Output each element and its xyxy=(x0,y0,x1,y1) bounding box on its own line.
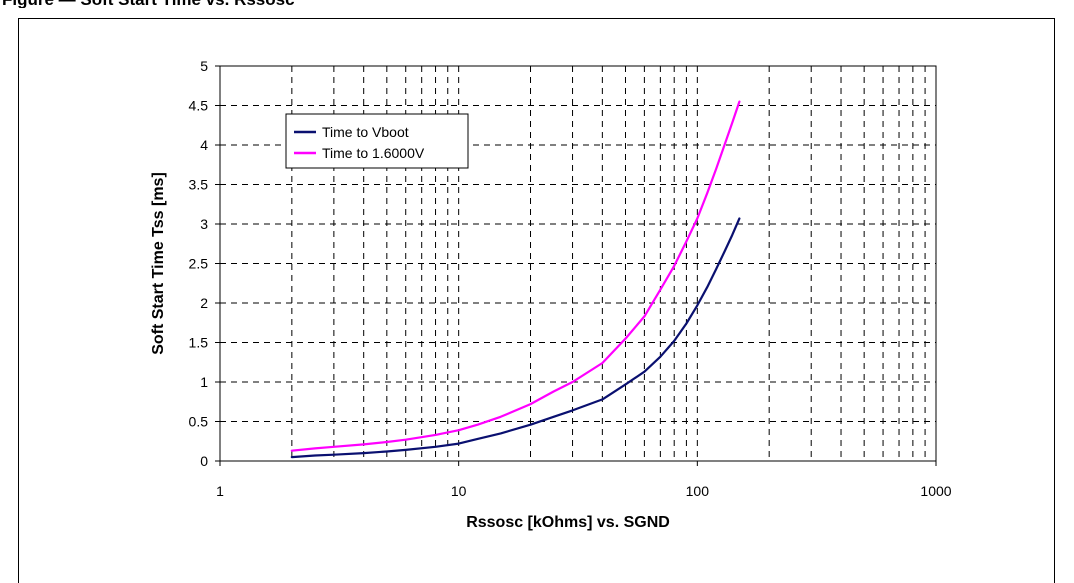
legend-label: Time to Vboot xyxy=(322,124,409,140)
grid xyxy=(220,66,936,461)
y-tick-labels: 0 0.5 1 1.5 2 2.5 3 3.5 4 4.5 5 xyxy=(189,58,220,469)
chart-frame xyxy=(18,18,1055,583)
y-tick-label: 2.5 xyxy=(189,256,209,272)
y-tick-label: 3.5 xyxy=(189,177,209,193)
y-tick-label: 2 xyxy=(200,295,208,311)
x-axis-title: Rssosc [kOhms] vs. SGND xyxy=(466,514,670,531)
series-line xyxy=(290,217,741,459)
x-tick-labels: 1 10 100 1000 xyxy=(216,461,952,499)
y-tick-label: 4 xyxy=(200,137,208,153)
y-tick-label: 0 xyxy=(200,453,208,469)
legend-label: Time to 1.6000V xyxy=(322,145,425,161)
x-tick-label: 10 xyxy=(451,483,467,499)
y-tick-label: 1 xyxy=(200,374,208,390)
y-tick-label: 0.5 xyxy=(189,414,209,430)
x-tick-label: 1000 xyxy=(920,483,951,499)
x-tick-label: 1 xyxy=(216,483,224,499)
y-axis-title: Soft Start Time Tss [ms] xyxy=(150,172,167,355)
series-line xyxy=(290,100,741,452)
x-tick-label: 100 xyxy=(686,483,710,499)
series-lines xyxy=(290,100,741,459)
legend: Time to Vboot Time to 1.6000V xyxy=(285,113,469,169)
y-tick-label: 3 xyxy=(200,216,208,232)
y-tick-label: 1.5 xyxy=(189,335,209,351)
figure-title: Figure — Soft Start Time vs. Rssosc xyxy=(2,0,295,8)
y-tick-label: 4.5 xyxy=(189,98,209,114)
y-tick-label: 5 xyxy=(200,58,208,74)
legend-box xyxy=(285,113,469,169)
